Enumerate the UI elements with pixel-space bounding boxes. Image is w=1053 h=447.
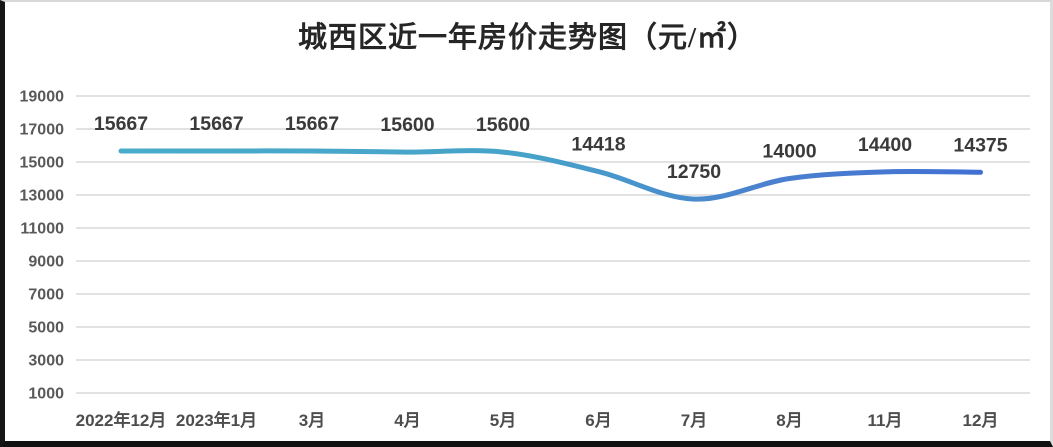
y-tick-label: 9000 [28,254,64,271]
data-label: 14000 [762,141,816,163]
y-tick-label: 13000 [20,188,65,205]
data-label: 14418 [571,134,625,156]
y-tick-label: 3000 [28,353,64,370]
x-tick-label: 12月 [963,411,999,430]
y-tick-label: 15000 [20,155,65,172]
x-tick-label: 4月 [394,411,420,430]
data-label: 15667 [285,113,339,135]
x-tick-label: 2023年1月 [176,410,257,430]
data-label: 15600 [380,114,434,136]
chart-canvas: 19000 17000 15000 13000 11000 9000 7000 5000 300… [20,89,1030,430]
x-tick-label: 7月 [681,411,707,430]
data-label: 15667 [189,113,243,135]
chart-title: 城西区近一年房价走势图（元/㎡） [297,22,758,54]
data-label: 15667 [94,113,148,135]
x-tick-label: 8月 [776,411,802,430]
y-tick-label: 7000 [28,287,64,304]
data-label: 12750 [667,161,721,183]
data-label: 15600 [476,114,530,136]
data-label: 14375 [953,134,1007,156]
x-tick-label: 2022年12月 [76,410,167,430]
y-tick-label: 5000 [28,320,64,337]
y-tick-label: 17000 [20,122,65,139]
x-tick-label: 6月 [585,411,611,430]
data-label: 14400 [858,134,912,156]
y-tick-label: 1000 [28,386,64,403]
x-tick-label: 3月 [299,411,325,430]
x-tick-label: 5月 [490,411,516,430]
y-tick-label: 19000 [20,89,65,106]
y-tick-label: 11000 [20,221,64,238]
x-tick-label: 11月 [868,411,903,430]
price-line [118,148,983,202]
